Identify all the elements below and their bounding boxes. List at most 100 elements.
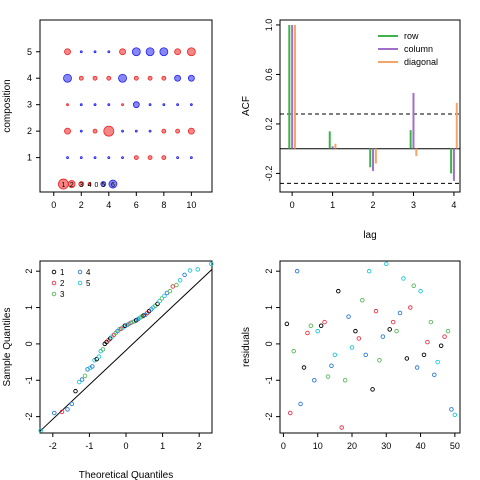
residual-point	[435, 359, 440, 365]
qq-point	[187, 268, 193, 273]
x-tick-label: 20	[347, 441, 357, 451]
composition-point	[78, 75, 84, 81]
composition-point	[187, 127, 195, 135]
composition-point	[79, 50, 83, 54]
composition-point	[131, 47, 141, 57]
composition-point	[92, 75, 98, 81]
residual-point	[294, 268, 300, 274]
y-tick-label: 1	[264, 305, 274, 310]
x-tick-label: 4	[106, 200, 111, 210]
residual-point	[428, 319, 434, 325]
residual-point	[298, 401, 303, 407]
x-axis-label: lag	[363, 230, 376, 241]
legend-point	[78, 181, 85, 187]
composition-point	[148, 129, 152, 133]
residual-point	[336, 288, 341, 294]
composition-point	[175, 128, 181, 134]
residual-point	[284, 321, 290, 327]
composition-point	[174, 74, 182, 82]
composition-point	[161, 155, 167, 161]
residual-point	[408, 305, 413, 310]
residual-point	[356, 336, 362, 341]
composition-point	[159, 47, 169, 57]
composition-point	[133, 155, 139, 161]
composition-point	[118, 73, 127, 83]
residual-point	[312, 378, 317, 383]
y-tick-label: 1	[24, 305, 34, 310]
legend-count-label: 6	[111, 182, 115, 189]
legend-label: diagonal	[404, 57, 438, 67]
legend-count-label: 0	[94, 182, 98, 189]
y-tick-label: 4	[27, 73, 32, 83]
residual-point	[366, 268, 372, 274]
x-tick-label: 50	[450, 441, 460, 451]
composition-point	[79, 129, 83, 133]
x-tick-label: 30	[381, 441, 391, 451]
qq-point	[209, 261, 214, 267]
qq-point	[177, 278, 183, 283]
residual-point	[452, 412, 458, 418]
legend: 1 2 3 4 5	[51, 268, 91, 299]
qq-panel: Sample Quantiles Theoretical Quantiles -…	[2, 260, 214, 480]
y-axis-label: residuals	[241, 327, 252, 367]
residual-point	[325, 374, 331, 379]
qq-point	[162, 293, 167, 299]
residual-point	[390, 319, 396, 325]
x-tick-label: 2	[79, 200, 84, 210]
composition-point	[121, 103, 124, 107]
plot-frame	[279, 19, 461, 193]
qq-point	[65, 407, 70, 412]
y-tick-label: 2	[27, 126, 32, 136]
residual-point	[449, 407, 454, 412]
composition-point	[79, 156, 83, 160]
qq-point	[100, 347, 106, 352]
legend-label: 2	[60, 279, 65, 288]
residual-point	[360, 298, 365, 303]
legend-count-label: 5	[101, 182, 105, 189]
x-tick-label: 0	[290, 200, 295, 210]
y-axis-label: ACF	[241, 96, 252, 116]
legend-label: 3	[60, 290, 65, 299]
y-tick-label: 3	[27, 100, 32, 110]
composition-point	[93, 103, 97, 107]
composition-point	[145, 47, 155, 57]
qq-point	[182, 272, 187, 278]
composition-point	[66, 156, 69, 160]
qq-point	[167, 288, 173, 294]
x-tick-label: 3	[411, 200, 416, 210]
x-tick-label: -1	[85, 441, 93, 451]
y-tick-label: -1	[24, 376, 34, 384]
x-tick-label: 8	[161, 200, 166, 210]
residual-point	[438, 343, 444, 348]
y-tick-label: 0.2	[264, 118, 274, 131]
composition-point	[189, 103, 193, 107]
qq-point	[73, 388, 78, 394]
composition-point	[134, 129, 138, 133]
legend-count-label: 4	[88, 182, 92, 189]
legend-label: 5	[86, 279, 91, 288]
composition-point	[161, 75, 167, 81]
legend-label: row	[404, 31, 419, 41]
residual-point	[308, 323, 314, 328]
composition-point	[121, 129, 124, 133]
x-tick-label: -2	[49, 441, 57, 451]
residual-point	[363, 352, 368, 358]
composition-point	[79, 103, 83, 107]
residuals-panel: residuals 0 10 20 30 40 50 -2 -1 0 1 2	[241, 260, 461, 451]
composition-point	[93, 156, 97, 160]
composition-point	[64, 48, 71, 56]
composition-point	[176, 103, 180, 107]
x-tick-label: 2	[371, 200, 376, 210]
composition-point	[107, 156, 111, 160]
legend-count-label: 2	[70, 182, 74, 189]
composition-point	[148, 103, 152, 107]
qq-point	[59, 409, 65, 415]
residual-point	[342, 378, 348, 383]
legend-swatch	[77, 280, 83, 286]
legend-point	[108, 179, 118, 189]
composition-point	[147, 155, 153, 161]
x-tick-label: 10	[186, 200, 196, 210]
composition-point	[133, 75, 139, 81]
legend-point	[67, 180, 76, 188]
x-tick-label: 4	[451, 200, 456, 210]
